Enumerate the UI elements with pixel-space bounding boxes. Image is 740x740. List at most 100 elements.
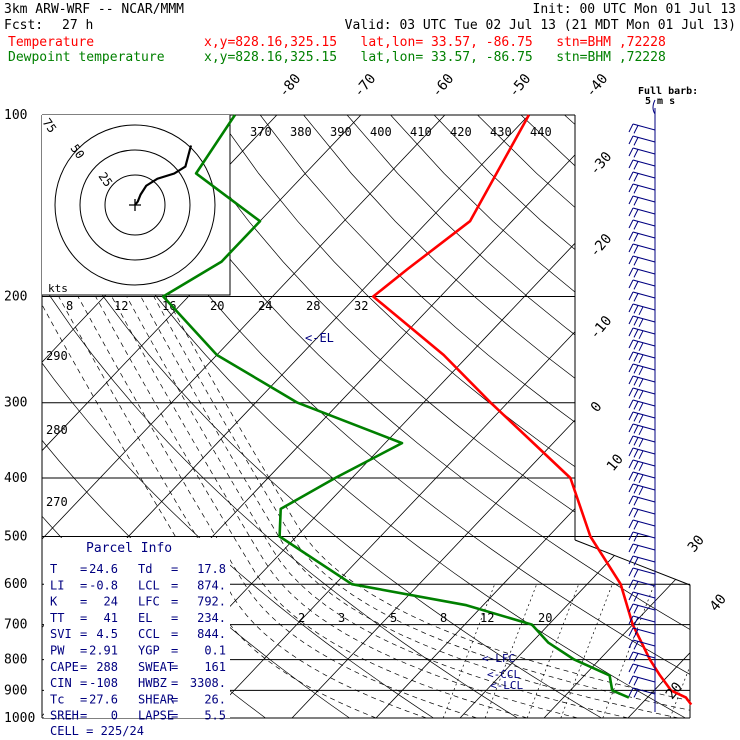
hodograph-ring <box>104 174 166 236</box>
wind-barb <box>628 279 656 290</box>
parcel-param-name: TT <box>50 611 64 625</box>
wind-barb <box>628 567 656 578</box>
init-time: Init: 00 UTC Mon 01 Jul 13 <box>532 2 737 17</box>
isotherm-line <box>712 115 740 718</box>
dewpoint-profile <box>161 114 630 699</box>
theta-label: 420 <box>450 125 472 139</box>
dry-adiabat <box>346 115 690 718</box>
parcel-param-name: HWBZ <box>138 676 167 690</box>
pressure-label-900: 900 <box>4 683 27 698</box>
dewpoint-legend: Dewpoint temperature <box>8 50 165 65</box>
isotherm-line <box>375 115 690 718</box>
parcel-equals: = <box>80 562 87 576</box>
wind-barb <box>628 483 656 496</box>
dry-adiabat <box>259 115 690 718</box>
mixing-ratio-label: 20 <box>538 611 552 625</box>
parcel-param-name: SREH <box>50 709 79 723</box>
el-marker: <-EL <box>305 331 334 345</box>
dry-adiabat <box>695 115 740 718</box>
parcel-param-value: 844. <box>197 627 226 641</box>
dewpoint-station-info: x,y=828.16,325.15 lat,lon= 33.57, -86.75… <box>204 50 666 65</box>
isotherm-label: -60 <box>429 71 458 101</box>
wind-barb <box>628 591 656 602</box>
parcel-param-value: 0.1 <box>204 644 226 658</box>
wind-barb <box>628 495 656 506</box>
theta-label: 440 <box>530 125 552 139</box>
hodograph-axis-label: 24 <box>258 299 272 313</box>
dry-adiabat <box>564 115 690 718</box>
wind-barb <box>628 327 656 340</box>
moist-adiabat <box>140 296 679 718</box>
hodograph-ring-label: 50 <box>68 142 88 162</box>
theta-label: 400 <box>370 125 392 139</box>
wind-barb <box>628 159 656 170</box>
temperature-legend: Temperature <box>8 35 95 50</box>
theta-label: 390 <box>330 125 352 139</box>
parcel-param-value: 41 <box>104 611 118 625</box>
wind-barb <box>628 135 656 146</box>
wind-barb <box>628 555 656 566</box>
isotherm-label: -50 <box>506 71 535 101</box>
parcel-param-value: 2.91 <box>89 644 118 658</box>
parcel-param-name: CCL <box>138 627 160 641</box>
parcel-param-name: LI <box>50 578 64 592</box>
dry-adiabat <box>85 115 690 718</box>
wind-barb <box>628 675 656 686</box>
parcel-equals: = <box>80 660 87 674</box>
parcel-info-title: Parcel Info <box>86 541 172 556</box>
lcl-marker: <-LCL <box>490 679 523 692</box>
wind-barb <box>628 507 656 518</box>
hodograph-ring <box>54 124 216 286</box>
wind-barb <box>628 471 656 484</box>
parcel-param-name: T <box>50 562 57 576</box>
parcel-param-name: LCL <box>138 578 160 592</box>
pressure-label-1000: 1000 <box>4 711 35 726</box>
parcel-param-value: 5.5 <box>204 709 226 723</box>
isotherm-label: -20 <box>587 231 616 261</box>
parcel-param-value: 234. <box>197 611 226 625</box>
parcel-equals: = <box>171 627 178 641</box>
dry-adiabat <box>477 115 690 718</box>
mixing-ratio-label: 3 <box>338 611 345 625</box>
isotherm-line <box>42 115 362 718</box>
hodograph-axis-label: 20 <box>210 299 224 313</box>
model-title: 3km ARW-WRF -- NCAR/MMM <box>4 2 185 17</box>
moist-adiabat <box>165 296 690 718</box>
parcel-equals: = <box>171 595 178 609</box>
parcel-equals: = <box>171 692 178 706</box>
parcel-param-name: SVI <box>50 627 72 641</box>
wind-barb <box>628 603 656 614</box>
isotherm-label: -10 <box>587 313 616 343</box>
wind-barb <box>628 375 656 388</box>
hodograph-axis-label: 8 <box>66 299 73 313</box>
parcel-equals: = <box>80 578 87 592</box>
hodograph-axis-label: 32 <box>354 299 368 313</box>
parcel-param-name: PW <box>50 644 65 658</box>
parcel-param-name: YGP <box>138 644 160 658</box>
wind-barb <box>628 615 656 626</box>
wind-barb <box>628 399 656 412</box>
pressure-label-200: 200 <box>4 290 27 305</box>
wind-barb <box>628 183 656 194</box>
wind-barb <box>628 627 656 638</box>
wind-barb <box>628 543 656 554</box>
forecast-label: Fcst: <box>4 18 44 33</box>
isotherm-label: 30 <box>685 532 708 555</box>
isotherm-line <box>627 115 690 718</box>
wind-barb <box>628 195 656 206</box>
dry-adiabat <box>216 115 690 718</box>
wind-barb <box>628 651 656 662</box>
parcel-param-value: 27.6 <box>89 692 118 706</box>
theta-label: 370 <box>250 125 272 139</box>
parcel-param-name: K <box>50 595 58 609</box>
hodograph-ring-label: 75 <box>40 116 60 136</box>
wind-legend-units: 5 m s <box>645 96 675 107</box>
hodograph-axis-label: 28 <box>306 299 320 313</box>
isotherm-label: -70 <box>351 71 380 101</box>
dry-adiabat <box>651 115 690 718</box>
parcel-equals: = <box>80 595 87 609</box>
isotherm-label: -30 <box>587 149 616 179</box>
isotherm-label: -80 <box>276 71 305 101</box>
wind-barb <box>628 255 656 266</box>
